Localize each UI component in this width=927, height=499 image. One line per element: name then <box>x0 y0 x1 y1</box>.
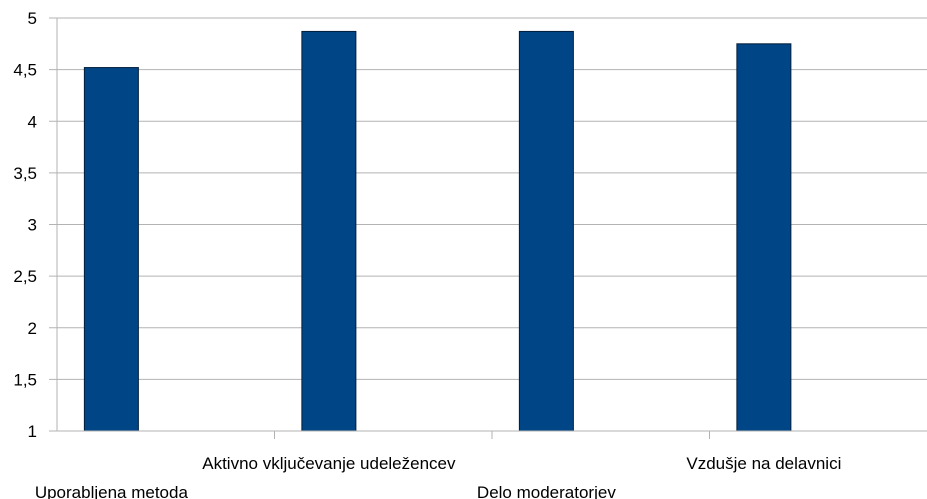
axes <box>49 17 927 439</box>
y-tick-label: 1 <box>28 422 37 441</box>
y-tick-label: 2 <box>28 319 37 338</box>
bar <box>736 43 792 432</box>
y-tick-label: 4 <box>28 112 37 131</box>
y-axis-tick-labels: 1 1,5 2 2,5 3 3,5 4 4,5 5 <box>13 9 37 441</box>
y-tick-label: 2,5 <box>13 267 37 286</box>
y-tick-label: 4,5 <box>13 61 37 80</box>
x-tick-label: Delo moderatorjev <box>477 483 616 499</box>
x-tick-label: Uporabljena metoda <box>35 483 189 499</box>
bar <box>301 30 357 432</box>
bar <box>518 30 574 432</box>
y-tick-label: 3 <box>28 216 37 235</box>
x-tick-label: Aktivno vključevanje udeležencev <box>202 454 456 473</box>
bar <box>83 67 139 432</box>
grid-lines <box>57 17 927 432</box>
y-tick-label: 1,5 <box>13 370 37 389</box>
y-tick-label: 3,5 <box>13 164 37 183</box>
x-tick-label: Vzdušje na delavnici <box>686 454 841 473</box>
y-tick-label: 5 <box>28 9 37 28</box>
bars <box>83 30 792 432</box>
x-axis-tick-labels: Uporabljena metoda Aktivno vključevanje u… <box>35 454 842 499</box>
